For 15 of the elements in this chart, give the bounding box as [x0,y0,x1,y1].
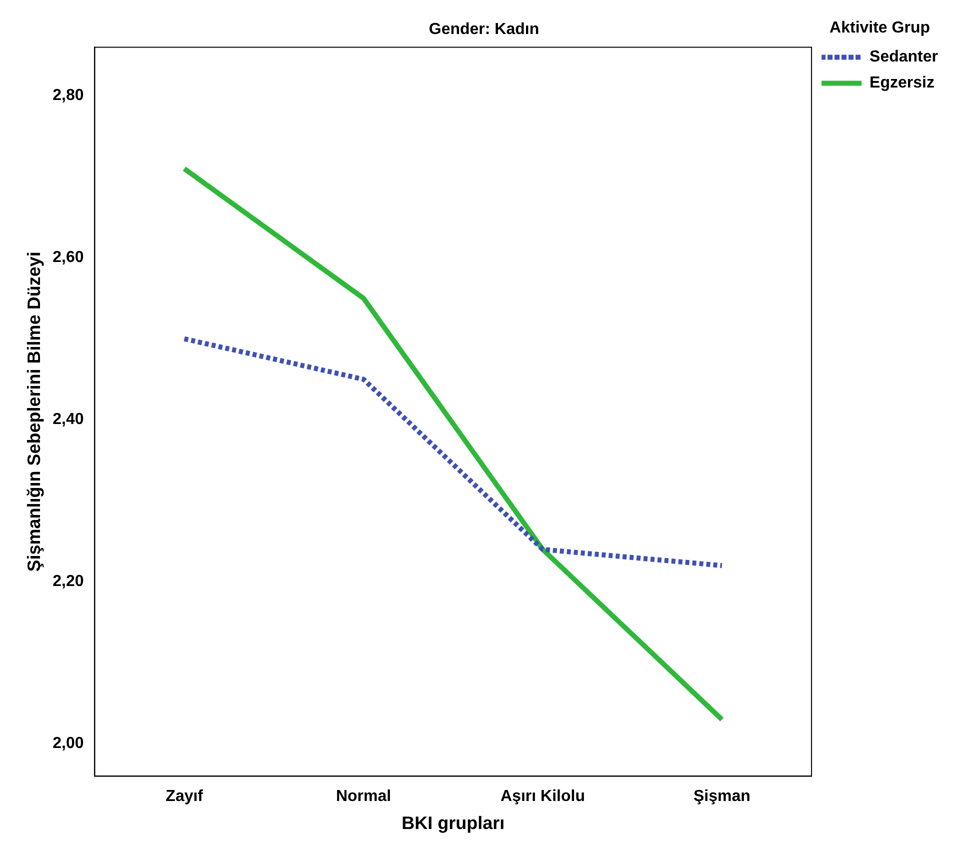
x-tick-label: Normal [336,788,392,806]
legend-label: Sedanter [870,48,938,66]
y-tick-label: 2,20 [52,573,84,590]
y-tick-label: 2,00 [52,735,84,752]
y-axis-title: Şişmanlığın Sebeplerini Bilme Düzeyi [24,252,44,572]
x-tick-label: Aşırı Kilolu [500,788,585,806]
x-tick-label: Zayıf [166,788,204,806]
y-tick-label: 2,60 [52,249,84,266]
y-tick-label: 2,40 [52,411,84,428]
x-axis-title: BKI grupları [402,813,505,834]
legend-label: Egzersiz [870,74,934,92]
chart-title: Gender: Kadın [428,21,540,38]
y-tick-label: 2,80 [52,87,84,104]
x-tick-label: Şişman [693,788,750,806]
legend-title: Aktivite Grup [830,19,930,36]
